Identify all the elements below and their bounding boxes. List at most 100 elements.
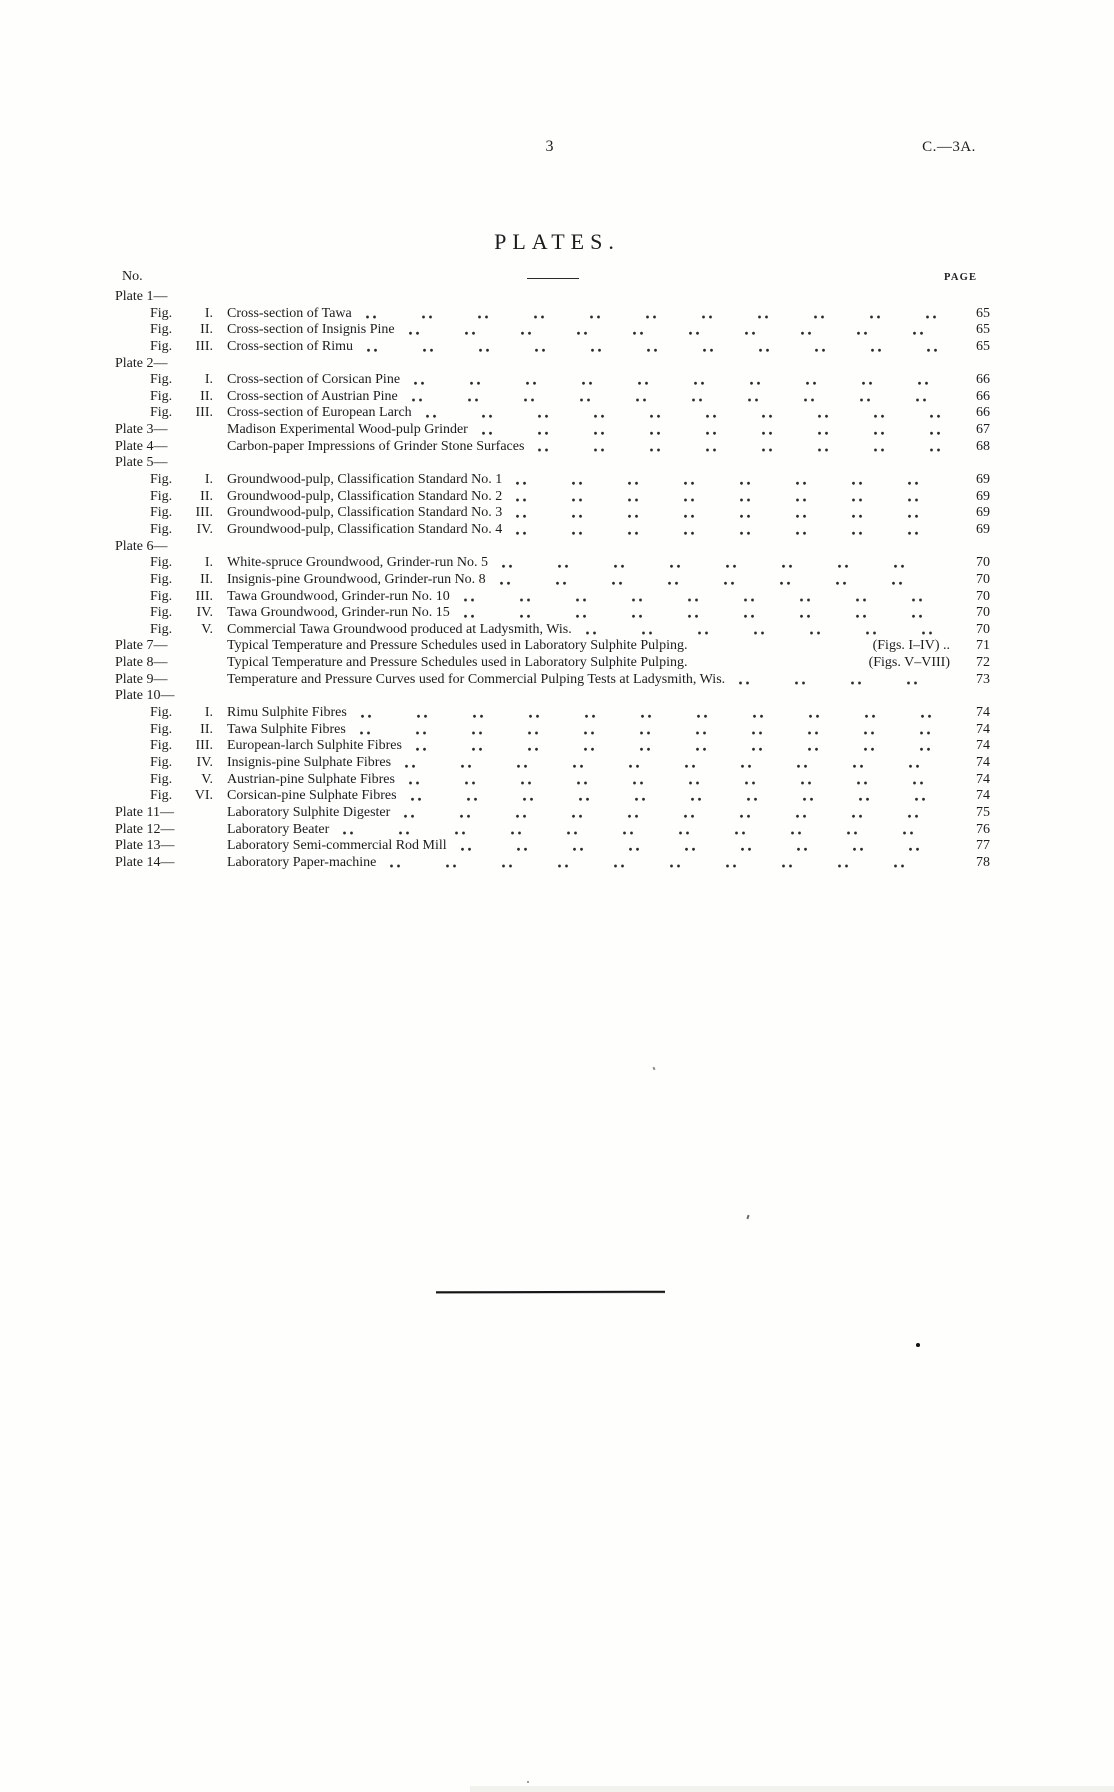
fig-label: Fig.: [150, 488, 173, 504]
entry-page-number: 74: [976, 788, 990, 804]
entry-label-cell: Plate 5—: [115, 455, 227, 472]
toc-row: Fig. II. Groundwood-pulp, Classification…: [0, 488, 1114, 506]
entry-label-cell: Plate 12—: [115, 822, 227, 839]
fig-label: Fig.: [150, 788, 173, 804]
toc-row: Plate 9— Temperature and Pressure Curves…: [0, 671, 1114, 689]
toc-row: Plate 3— Madison Experimental Wood-pulp …: [0, 422, 1114, 439]
dot-leader: [407, 322, 948, 339]
entry-label-cell: Fig. I.: [115, 555, 227, 572]
entry-title: Groundwood-pulp, Classification Standard…: [227, 505, 503, 521]
fig-label: Fig.: [150, 754, 173, 770]
column-header-page: PAGE: [944, 272, 978, 283]
entry-page-number: 74: [976, 738, 990, 754]
toc-row: Plate 1—: [0, 289, 1114, 306]
entry-label-cell: Plate 4—: [115, 439, 227, 456]
entry-label-cell: Fig. II.: [115, 572, 227, 589]
document-reference: C.—3A.: [922, 139, 976, 155]
fig-label: Fig.: [150, 621, 173, 637]
dot-leader: [459, 838, 948, 855]
entry-page-number: 66: [976, 388, 990, 404]
dot-leader: [342, 821, 948, 839]
entry-label-cell: Fig. IV.: [115, 755, 227, 772]
plate-label: Plate 14—: [115, 854, 175, 870]
entry-label-cell: Fig. II.: [115, 722, 227, 739]
entry-page-number: 70: [976, 571, 990, 587]
toc-row: Plate 6—: [0, 539, 1114, 556]
entry-page-number: 65: [976, 322, 990, 338]
dot-leader: [537, 438, 948, 456]
title-rule: [527, 278, 579, 279]
fig-label: Fig.: [150, 338, 173, 354]
dot-leader: [413, 372, 948, 389]
toc-row: Fig. I. Cross-section of Tawa 65: [0, 305, 1114, 323]
entry-label-cell: Plate 13—: [115, 838, 227, 855]
entry-label-cell: Fig. V.: [115, 622, 227, 639]
entry-label-cell: Fig. III.: [115, 738, 227, 755]
entry-label-cell: Plate 2—: [115, 356, 227, 373]
toc-row: Fig. III. European-larch Sulphite Fibres…: [0, 738, 1114, 755]
fig-label: Fig.: [150, 372, 173, 388]
entry-page-number: 69: [976, 521, 990, 537]
fig-numeral: III.: [195, 338, 214, 354]
entry-page-number: 70: [976, 621, 990, 637]
dot-leader: [462, 588, 948, 606]
fig-label: Fig.: [150, 521, 173, 537]
fig-label: Fig.: [150, 738, 173, 754]
entry-label-cell: Fig. III.: [115, 589, 227, 606]
entry-label-cell: Plate 9—: [115, 672, 227, 689]
fig-numeral: IV.: [196, 605, 213, 621]
toc-row: Plate 11— Laboratory Sulphite Digester 7…: [0, 804, 1114, 822]
fig-numeral: III.: [195, 505, 214, 521]
toc-row: Plate 7— Typical Temperature and Pressur…: [0, 638, 1114, 655]
entry-title: Commercial Tawa Groundwood produced at L…: [227, 621, 572, 637]
toc-row: Plate 10—: [0, 688, 1114, 705]
plate-label: Plate 8—: [115, 655, 168, 671]
fig-label: Fig.: [150, 705, 173, 721]
toc-row: Fig. II. Insignis-pine Groundwood, Grind…: [0, 571, 1114, 589]
entry-label-cell: Fig. I.: [115, 472, 227, 489]
fig-numeral: I.: [204, 555, 213, 571]
entry-page-number: 71: [976, 638, 990, 654]
entry-title: Cross-section of Corsican Pine: [227, 372, 401, 388]
scan-edge-shadow: [470, 1786, 1114, 1792]
fig-numeral: II.: [200, 721, 213, 737]
fig-numeral: II.: [200, 388, 213, 404]
fig-numeral: I.: [204, 705, 213, 721]
toc-row: Fig. II. Tawa Sulphite Fibres 74: [0, 721, 1114, 739]
fig-numeral: V.: [201, 621, 213, 637]
entry-label-cell: Plate 3—: [115, 422, 227, 439]
plate-label: Plate 11—: [115, 804, 174, 820]
fig-numeral: I.: [204, 472, 213, 488]
entry-title: Corsican-pine Sulphate Fibres: [227, 788, 397, 804]
entry-suffix: (Figs. V–VIII): [868, 655, 950, 671]
entry-page-number: 67: [976, 422, 990, 438]
dot-leader: [358, 721, 948, 739]
entry-page-number: 68: [976, 438, 990, 454]
entry-title: Carbon-paper Impressions of Grinder Ston…: [227, 438, 525, 454]
entry-title: Madison Experimental Wood-pulp Grinder: [227, 422, 468, 438]
entry-page-number: 74: [976, 754, 990, 770]
toc-row: Fig. III. Groundwood-pulp, Classificatio…: [0, 505, 1114, 522]
plates-list: Plate 1— Fig. I. Cross-section of Tawa 6…: [0, 289, 1114, 872]
entry-label-cell: Fig. I.: [115, 372, 227, 389]
entry-page-number: 65: [976, 338, 990, 354]
entry-title: Insignis-pine Sulphate Fibres: [227, 754, 392, 770]
fig-label: Fig.: [150, 571, 173, 587]
entry-label-cell: Plate 1—: [115, 289, 227, 306]
fig-label: Fig.: [150, 721, 173, 737]
toc-row: Plate 12— Laboratory Beater 76: [0, 821, 1114, 839]
scan-speck: [652, 1066, 656, 1071]
entry-title: Temperature and Pressure Curves used for…: [227, 671, 726, 687]
toc-row: Fig. IV. Groundwood-pulp, Classification…: [0, 521, 1114, 539]
fig-label: Fig.: [150, 472, 173, 488]
entry-label-cell: Plate 14—: [115, 855, 227, 872]
fig-numeral: III.: [195, 588, 214, 604]
entry-label-cell: Plate 8—: [115, 655, 227, 672]
fig-numeral: IV.: [196, 754, 213, 770]
toc-row: Fig. V. Austrian-pine Sulphate Fibres 74: [0, 771, 1114, 789]
entry-page-number: 66: [976, 405, 990, 421]
separator-rule: [435, 1290, 666, 1294]
toc-row: Fig. I. Groundwood-pulp, Classification …: [0, 472, 1114, 489]
plate-label: Plate 3—: [115, 422, 168, 438]
dot-leader: [480, 422, 948, 439]
